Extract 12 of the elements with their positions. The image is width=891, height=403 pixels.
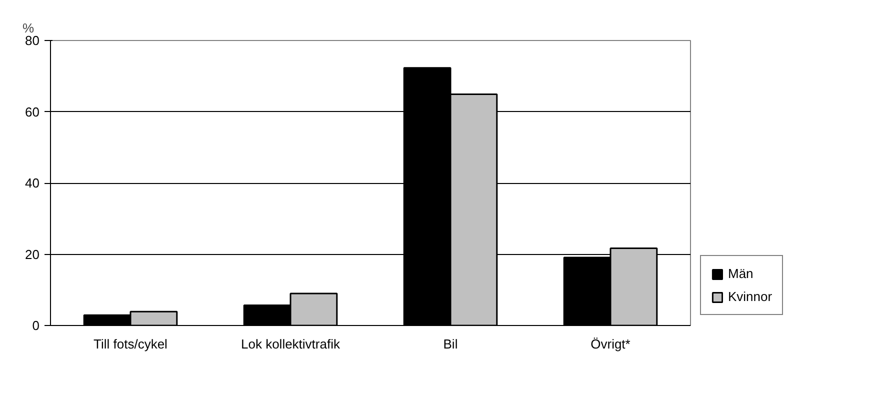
y-tick-label: 80 bbox=[25, 33, 40, 48]
y-tick-label: 40 bbox=[25, 176, 40, 190]
y-tick-label: 60 bbox=[25, 104, 40, 120]
x-tick-label: Till fots/cykel bbox=[94, 336, 168, 352]
legend-label: Kvinnor bbox=[728, 289, 772, 304]
legend-label: Män bbox=[728, 266, 754, 281]
x-tick-label: Övrigt* bbox=[590, 336, 630, 352]
y-axis-title: % bbox=[22, 20, 34, 36]
y-tick-label: 20 bbox=[25, 246, 40, 262]
x-tick-label: Bil bbox=[443, 336, 458, 352]
x-tick-label: Lok kollektivtrafik bbox=[241, 336, 340, 352]
y-tick-label: 0 bbox=[32, 318, 40, 333]
